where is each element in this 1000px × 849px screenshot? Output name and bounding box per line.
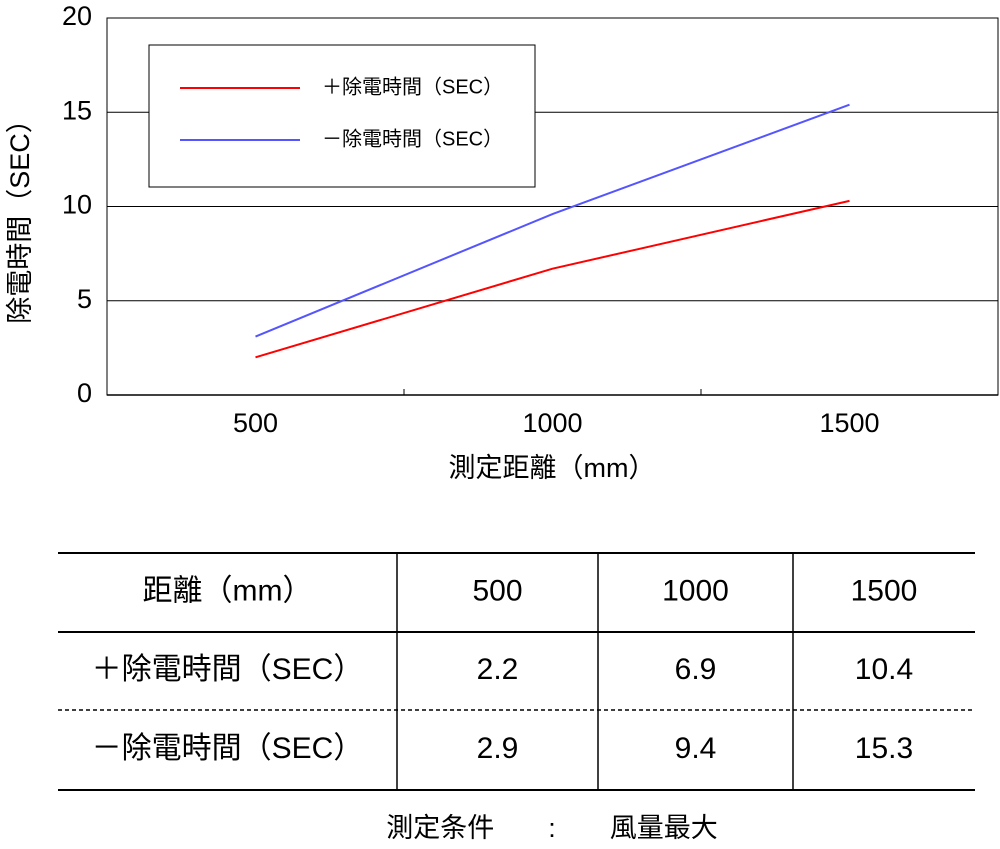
- legend-label: ＋除電時間（SEC）: [322, 75, 503, 98]
- table-cell: 1500: [851, 574, 918, 607]
- y-tick-label: 15: [62, 95, 92, 125]
- table-cell: 6.9: [675, 653, 717, 686]
- footer: 測定条件 : 風量最大: [386, 813, 718, 843]
- table-cell: 距離（mm）: [143, 574, 313, 607]
- y-tick-label: 5: [77, 284, 92, 314]
- y-tick-label: 10: [62, 190, 92, 220]
- series-line: [255, 103, 850, 338]
- table-cell: 2.2: [477, 653, 519, 686]
- x-tick-label: 1500: [819, 408, 879, 438]
- table-cell: 500: [472, 574, 522, 607]
- y-tick-label: 20: [62, 1, 92, 31]
- table-cell: ＋除電時間（SEC）: [92, 653, 364, 686]
- legend-label: －除電時間（SEC）: [322, 127, 503, 150]
- x-tick-label: 500: [233, 408, 278, 438]
- x-axis-label: 測定距離（mm）: [449, 453, 656, 483]
- legend-box: [148, 44, 536, 188]
- y-axis-label: 除電時間（SEC）: [5, 106, 35, 324]
- table-cell: 1000: [662, 574, 729, 607]
- y-tick-label: 0: [77, 378, 92, 408]
- series-line: [255, 199, 850, 359]
- table-cell: 15.3: [855, 732, 913, 765]
- table-cell: 10.4: [855, 653, 913, 686]
- table-cell: 9.4: [675, 732, 717, 765]
- x-tick-label: 1000: [522, 408, 582, 438]
- table-cell: 2.9: [477, 732, 519, 765]
- table-cell: －除電時間（SEC）: [92, 732, 364, 765]
